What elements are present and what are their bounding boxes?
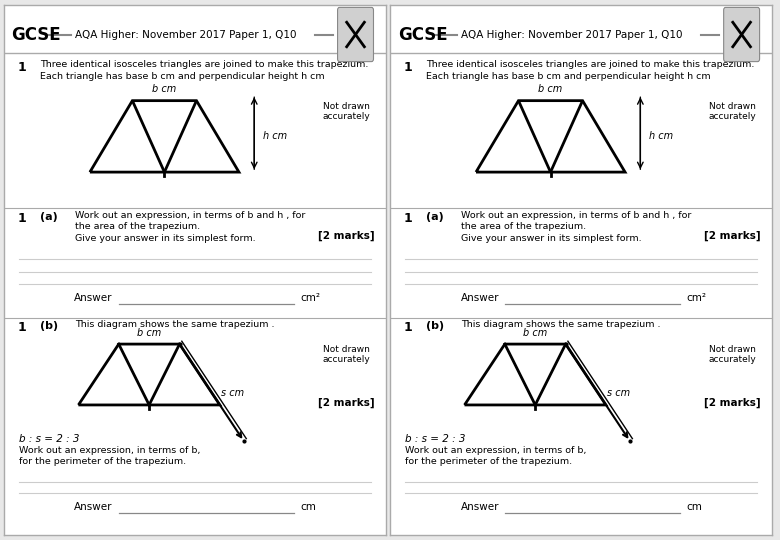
Text: [2 marks]: [2 marks] xyxy=(318,230,374,241)
Text: the area of the trapezium.: the area of the trapezium. xyxy=(75,222,200,231)
Text: GCSE: GCSE xyxy=(398,25,447,44)
Text: Give your answer in its simplest form.: Give your answer in its simplest form. xyxy=(75,234,255,243)
Text: for the perimeter of the trapezium.: for the perimeter of the trapezium. xyxy=(406,457,573,466)
Text: Three identical isosceles triangles are joined to make this trapezium.: Three identical isosceles triangles are … xyxy=(427,60,755,69)
Text: the area of the trapezium.: the area of the trapezium. xyxy=(461,222,586,231)
Text: Answer: Answer xyxy=(460,293,499,303)
Text: (a): (a) xyxy=(427,212,444,222)
Text: Work out an expression, in terms of b,: Work out an expression, in terms of b, xyxy=(20,446,200,455)
Text: AQA Higher: November 2017 Paper 1, Q10: AQA Higher: November 2017 Paper 1, Q10 xyxy=(75,30,296,39)
Text: s cm: s cm xyxy=(222,388,244,398)
Text: cm²: cm² xyxy=(300,293,320,303)
Text: s cm: s cm xyxy=(608,388,630,398)
Text: Each triangle has base b cm and perpendicular height h cm: Each triangle has base b cm and perpendi… xyxy=(427,71,711,80)
Text: Answer: Answer xyxy=(460,502,499,512)
Text: 1: 1 xyxy=(403,321,412,334)
Text: cm²: cm² xyxy=(686,293,706,303)
Text: Give your answer in its simplest form.: Give your answer in its simplest form. xyxy=(461,234,641,243)
Text: b cm: b cm xyxy=(538,84,562,94)
Text: b cm: b cm xyxy=(137,328,161,338)
Text: 1: 1 xyxy=(17,212,26,225)
Text: b cm: b cm xyxy=(523,328,548,338)
Text: Work out an expression, in terms of b and h , for: Work out an expression, in terms of b an… xyxy=(75,211,305,220)
Text: (b): (b) xyxy=(41,321,58,332)
Text: Not drawn
accurately: Not drawn accurately xyxy=(708,345,756,364)
Text: Answer: Answer xyxy=(74,293,113,303)
Text: Not drawn
accurately: Not drawn accurately xyxy=(708,102,756,121)
Text: 1: 1 xyxy=(403,61,412,74)
Text: for the perimeter of the trapezium.: for the perimeter of the trapezium. xyxy=(20,457,186,466)
Text: cm: cm xyxy=(686,502,702,512)
Text: h cm: h cm xyxy=(649,131,673,141)
Text: Not drawn
accurately: Not drawn accurately xyxy=(322,102,370,121)
Text: Answer: Answer xyxy=(74,502,113,512)
Text: Work out an expression, in terms of b,: Work out an expression, in terms of b, xyxy=(406,446,587,455)
Text: 1: 1 xyxy=(403,212,412,225)
Text: Three identical isosceles triangles are joined to make this trapezium.: Three identical isosceles triangles are … xyxy=(41,60,369,69)
Text: h cm: h cm xyxy=(263,131,287,141)
Text: cm: cm xyxy=(300,502,316,512)
Text: (a): (a) xyxy=(41,212,58,222)
FancyBboxPatch shape xyxy=(724,8,760,62)
Text: GCSE: GCSE xyxy=(12,25,61,44)
Text: (b): (b) xyxy=(427,321,445,332)
Text: Work out an expression, in terms of b and h , for: Work out an expression, in terms of b an… xyxy=(461,211,691,220)
Text: Not drawn
accurately: Not drawn accurately xyxy=(322,345,370,364)
Text: AQA Higher: November 2017 Paper 1, Q10: AQA Higher: November 2017 Paper 1, Q10 xyxy=(461,30,682,39)
Text: 1: 1 xyxy=(17,321,26,334)
Text: Each triangle has base b cm and perpendicular height h cm: Each triangle has base b cm and perpendi… xyxy=(41,71,324,80)
Text: 1: 1 xyxy=(17,61,26,74)
Text: This diagram shows the same trapezium .: This diagram shows the same trapezium . xyxy=(75,320,274,329)
Text: b : s = 2 : 3: b : s = 2 : 3 xyxy=(20,434,80,444)
Text: [2 marks]: [2 marks] xyxy=(704,398,760,408)
Text: b : s = 2 : 3: b : s = 2 : 3 xyxy=(406,434,466,444)
Text: [2 marks]: [2 marks] xyxy=(704,230,760,241)
FancyBboxPatch shape xyxy=(338,8,374,62)
Text: [2 marks]: [2 marks] xyxy=(318,398,374,408)
Text: b cm: b cm xyxy=(152,84,176,94)
Text: This diagram shows the same trapezium .: This diagram shows the same trapezium . xyxy=(461,320,660,329)
